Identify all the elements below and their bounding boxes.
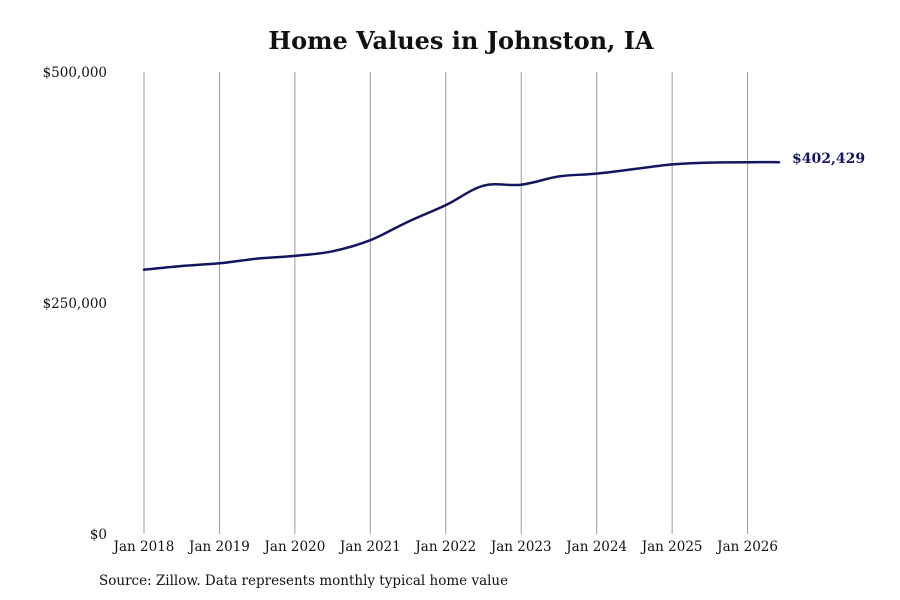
- y-tick-label: $500,000: [43, 65, 107, 81]
- x-tick-label: Jan 2022: [413, 539, 476, 555]
- end-value-label: $402,429: [792, 151, 865, 167]
- series-lines: [142, 160, 781, 271]
- x-tick-label: Jan 2018: [112, 539, 175, 555]
- chart-title: Home Values in Johnston, IA: [268, 26, 654, 55]
- y-tick-label: $0: [90, 527, 107, 543]
- source-note: Source: Zillow. Data represents monthly …: [99, 573, 509, 589]
- series-line: [142, 160, 781, 271]
- x-tick-label: Jan 2021: [338, 539, 401, 555]
- x-tick-label: Jan 2025: [640, 539, 703, 555]
- x-tick-label: Jan 2023: [489, 539, 552, 555]
- y-tick-label: $250,000: [43, 296, 107, 312]
- end-value-labels: $402,429: [792, 151, 865, 167]
- x-tick-label: Jan 2026: [715, 539, 778, 555]
- vertical-gridlines: [143, 72, 749, 534]
- y-axis-labels: $0 $250,000 $500,000: [43, 65, 107, 543]
- x-tick-label: Jan 2019: [187, 539, 250, 555]
- x-tick-label: Jan 2020: [262, 539, 325, 555]
- x-axis-labels: Jan 2018 Jan 2019 Jan 2020 Jan 2021 Jan 2022…: [112, 539, 778, 555]
- x-tick-label: Jan 2024: [564, 539, 627, 555]
